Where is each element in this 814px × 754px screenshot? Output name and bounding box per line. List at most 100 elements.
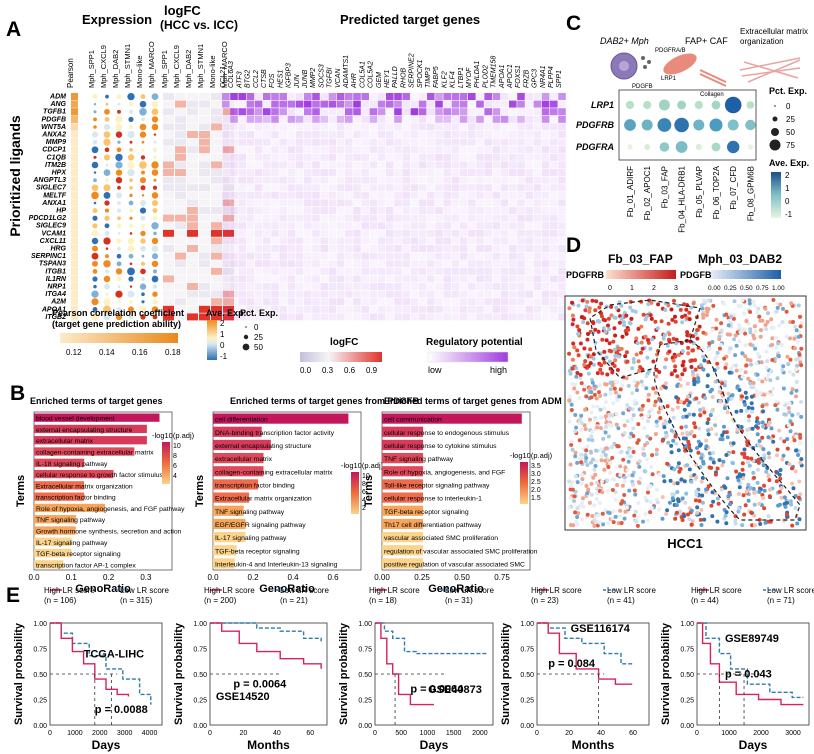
spatial-spot [711,303,716,308]
spatial-spot [614,422,619,427]
spatial-spot [725,476,730,481]
regulatory-cell [377,267,386,275]
spatial-spot [737,323,742,328]
legend-fb-tick: 2 [652,285,656,292]
regulatory-cell [484,108,492,116]
expression-dot [151,275,159,283]
spatial-spot [742,447,747,452]
legend-regulatory-title: Regulatory potential [426,337,523,348]
target-gene-label: RHOB [400,67,407,88]
regulatory-cell [304,199,312,207]
regulatory-cell [418,305,427,313]
regulatory-cell [238,283,246,290]
spatial-spot [649,300,654,305]
spatial-spot [605,372,610,377]
regulatory-cell [435,222,443,230]
regulatory-cell [353,115,361,123]
regulatory-cell [427,184,435,192]
spatial-spot [746,498,751,503]
regulatory-cell [558,237,566,245]
regulatory-cell [558,245,566,252]
expression-dot [115,161,123,169]
regulatory-cell [492,93,501,100]
regulatory-cell [468,199,476,207]
logfc-cell [211,298,222,306]
regulatory-cell [558,161,566,169]
regulatory-cell [238,275,246,283]
logfc-cell [199,298,210,306]
regulatory-cell [443,275,451,283]
regulatory-cell [238,222,246,230]
spatial-spot [709,409,714,414]
regulatory-cell [328,108,337,116]
logfc-cell [199,176,210,184]
regulatory-cell [541,237,550,245]
expression-dot [91,131,99,138]
spatial-spot [744,489,749,494]
regulatory-cell [435,237,443,245]
regulatory-cell [263,267,271,275]
expression-dot [116,208,122,213]
regulatory-cell [476,245,484,252]
spatial-spot [578,341,583,346]
regulatory-cell [443,146,451,154]
regulatory-cell [263,108,271,116]
regulatory-cell [222,146,230,154]
legend-low-n: (n = 31) [445,596,473,605]
spatial-spot [775,407,780,412]
spatial-spot [715,496,720,501]
spatial-spot [580,500,585,505]
spatial-spot [705,421,710,425]
spatial-spot [756,467,760,472]
expression-dot [129,140,133,144]
regulatory-cell [476,267,484,275]
survival-x-tick: 20 [240,730,248,737]
spatial-spot [601,326,606,331]
regulatory-cell [558,305,566,313]
spatial-spot [775,470,780,475]
expression-dot [92,269,98,274]
logfc-cell [199,260,210,268]
spatial-spot [733,353,738,358]
regulatory-cell [353,222,361,230]
regulatory-cell [345,146,353,154]
spatial-spot [592,503,597,508]
legend-logfc-tick: 0.3 [322,366,334,375]
spatial-spot [684,307,689,312]
regulatory-cell [328,290,337,298]
spatial-spot [628,305,633,310]
target-gene-label: SOCS3 [318,64,325,88]
regulatory-cell [230,153,238,161]
regulatory-cell [263,275,271,283]
regulatory-cell [369,313,378,321]
diagram-pdgfb: PDGFB [632,84,653,90]
regulatory-cell [238,153,246,161]
spatial-spot [627,320,632,325]
spatial-spot [612,347,617,352]
spatial-spot [603,329,608,334]
regulatory-cell [517,237,525,245]
regulatory-cell [312,138,320,146]
spatial-spot [679,425,684,430]
regulatory-cell [238,108,246,116]
regulatory-cell [476,153,484,161]
regulatory-cell [484,199,492,207]
regulatory-cell [336,290,345,298]
spatial-spot [761,424,766,429]
logfc-column-label: Mph_SPP1 [160,50,169,88]
spatial-spot [707,341,712,346]
spatial-spot [584,304,589,309]
spatial-spot [698,413,703,418]
regulatory-cell [361,267,369,275]
survival-chart: High LR score(n = 23)Low LR score(n = 41… [500,586,656,752]
logfc-cell [223,199,234,207]
spatial-spot [651,386,656,391]
regulatory-cell [279,169,287,176]
spatial-spot [628,435,633,440]
spatial-spot [678,377,683,382]
expression-dot [117,185,121,190]
dotplot-cluster-label: Fb_07_CFD [729,166,738,210]
regulatory-cell [410,283,419,290]
spatial-spot [733,518,738,523]
regulatory-cell [525,100,533,108]
